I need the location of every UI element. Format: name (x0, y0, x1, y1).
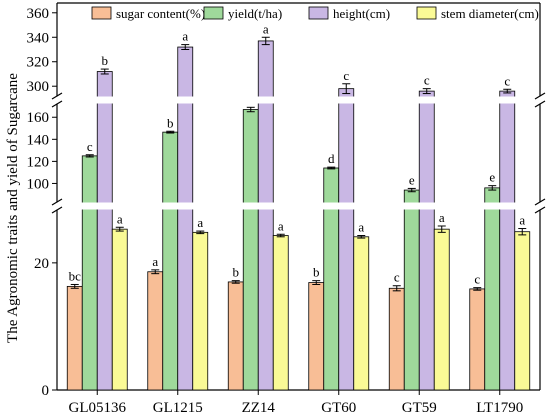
y-tick-label: 20 (34, 256, 49, 272)
significance-label: b (167, 115, 174, 130)
y-tick-label: 360 (27, 6, 50, 22)
significance-label: a (197, 215, 203, 230)
significance-label: bc (69, 268, 82, 283)
bar (499, 90, 516, 391)
significance-label: b (313, 265, 320, 280)
axis-break-mark (534, 92, 546, 100)
significance-label: c (87, 139, 93, 154)
significance-label: a (439, 210, 445, 225)
bar (192, 231, 209, 391)
y-tick-label: 100 (27, 176, 50, 192)
axis-break-mark (51, 92, 63, 100)
legend-swatch (91, 6, 112, 20)
bar (81, 155, 98, 391)
significance-label: e (489, 170, 495, 185)
x-tick-label: GL05136 (69, 400, 127, 416)
bar (257, 40, 274, 391)
significance-label: a (182, 29, 188, 44)
bar (66, 285, 83, 391)
significance-label: a (152, 254, 158, 269)
bar (147, 271, 164, 391)
legend-swatch (416, 6, 437, 20)
y-tick-label: 140 (27, 132, 50, 148)
y-tick-label: 320 (27, 55, 50, 71)
axis-break-mark (534, 206, 546, 214)
significance-label: b (233, 265, 240, 280)
y-tick-label: 300 (27, 79, 50, 95)
axis-break-mark (51, 206, 63, 214)
significance-label: a (278, 218, 284, 233)
significance-label: d (328, 151, 335, 166)
significance-label: a (263, 21, 269, 36)
bar (484, 187, 501, 391)
axis-break-mark (51, 198, 63, 206)
x-tick-label: GT59 (402, 400, 437, 416)
bar (514, 231, 531, 391)
bar (353, 236, 370, 391)
significance-label: a (358, 220, 364, 235)
bar (111, 228, 128, 391)
axis-break-gap (47, 96, 550, 104)
bar (403, 189, 420, 391)
axis-break-mark (51, 100, 63, 108)
y-tick-label: 0 (42, 383, 50, 399)
x-tick-label: GL1215 (153, 400, 203, 416)
significance-label: e (409, 172, 415, 187)
significance-label: a (117, 211, 123, 226)
x-tick-label: LT1790 (476, 400, 523, 416)
legend-label: yield(t/ha) (228, 6, 282, 21)
bar (227, 281, 244, 391)
legend-label: sugar content(%) (116, 6, 205, 21)
significance-label: a (519, 213, 525, 228)
legend-swatch (308, 6, 329, 20)
significance-label: c (394, 270, 400, 285)
significance-label: c (424, 73, 430, 88)
bar (323, 167, 340, 391)
legend-label: stem diameter(cm) (441, 6, 539, 21)
bar (433, 228, 450, 391)
bar (338, 88, 355, 391)
bar (242, 109, 259, 391)
bar (469, 288, 486, 391)
legend-label: height(cm) (333, 6, 390, 21)
y-axis-label: The Agronomic traits and yield of Sugarc… (5, 73, 21, 343)
y-tick-label: 340 (27, 30, 50, 46)
significance-label: c (474, 272, 480, 287)
axis-break-mark (534, 198, 546, 206)
bar (272, 235, 289, 391)
bar (96, 71, 113, 391)
legend-swatch (203, 6, 224, 20)
y-tick-label: 120 (27, 154, 50, 170)
x-tick-label: ZZ14 (242, 400, 276, 416)
axis-break-mark (534, 100, 546, 108)
bar (308, 282, 325, 391)
y-tick-label: 160 (27, 110, 50, 126)
significance-label: c (504, 73, 510, 88)
bar (388, 287, 405, 391)
axis-break-gap (47, 202, 550, 210)
significance-label: b (102, 53, 109, 68)
significance-label: c (343, 68, 349, 83)
bar (418, 90, 435, 391)
bar (162, 131, 179, 391)
x-tick-label: GT60 (321, 400, 356, 416)
